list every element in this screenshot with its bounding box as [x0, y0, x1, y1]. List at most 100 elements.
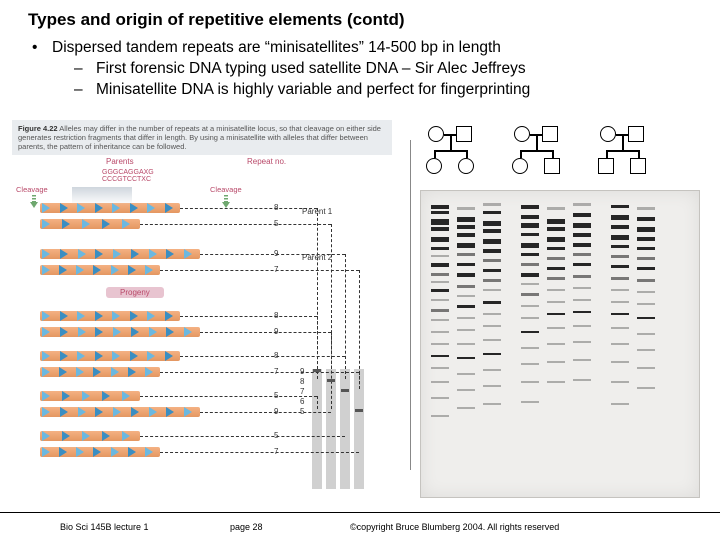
gel-band [611, 265, 629, 268]
gel-band [573, 311, 591, 313]
repeat-arrow-icon [60, 351, 68, 361]
left-figure: Figure 4.22 Alleles may differ in the nu… [12, 120, 392, 504]
gel-band [547, 313, 565, 315]
caption-label: Figure 4.22 [18, 124, 58, 133]
mini-gel-band [341, 389, 349, 392]
repeat-arrow-icon [78, 407, 86, 417]
gel-band [573, 213, 591, 217]
gel-band [573, 379, 591, 381]
repeat-arrow-icon [102, 391, 110, 401]
gel-band [521, 331, 539, 333]
repeat-arrow-icon [62, 219, 70, 229]
repeat-arrow-icon [82, 391, 90, 401]
cleavage-arrow-icon [30, 195, 38, 209]
repeat-arrow-icon [42, 203, 50, 213]
pedigree-circle [514, 126, 530, 142]
gel-band [611, 361, 629, 363]
gel-band [521, 263, 539, 266]
gel-band [483, 239, 501, 244]
gel-band [637, 317, 655, 319]
gel-band [521, 347, 539, 349]
gel-band [483, 249, 501, 253]
repeat-arrow-icon [131, 249, 139, 259]
gel-band [637, 333, 655, 335]
footer-right: ©copyright Bruce Blumberg 2004. All righ… [350, 522, 708, 532]
gel-band [611, 235, 629, 240]
connector-line [180, 208, 317, 209]
repeat-arrow-icon [122, 219, 130, 229]
ped-line [520, 150, 522, 158]
slide-title: Types and origin of repetitive elements … [0, 0, 720, 36]
gel-band [573, 203, 591, 206]
gel-band [611, 381, 629, 383]
gel-band [457, 225, 475, 229]
repeat-arrow-icon [166, 407, 174, 417]
gel-band [483, 269, 501, 272]
pedigree-circle [512, 158, 528, 174]
gel-band [521, 253, 539, 256]
repeat-arrow-icon [130, 311, 138, 321]
sub-bullet-2: Minisatellite DNA is highly variable and… [96, 80, 530, 101]
ped-line [622, 134, 624, 150]
pedigree-square [456, 126, 472, 142]
pedigree-square [544, 158, 560, 174]
gel-lane [547, 197, 565, 491]
gel-scale-num: 8 [300, 377, 304, 386]
minisatellite-diagram: Parents Repeat no. GGGCAGGAXG CCCGTCCTXC… [12, 159, 392, 489]
gel-lane [457, 197, 475, 491]
repeat-arrow-icon [122, 391, 130, 401]
repeat-arrow-icon [95, 327, 103, 337]
repeat-arrow-icon [184, 407, 192, 417]
gel-band [573, 299, 591, 301]
gel-band [573, 243, 591, 247]
repeat-arrow-icon [62, 391, 70, 401]
connector-line [345, 254, 346, 369]
gel-band [431, 309, 449, 312]
gel-band [611, 215, 629, 220]
gel-band [547, 237, 565, 242]
ped-line [466, 150, 468, 158]
connector-line [345, 356, 346, 379]
repeat-arrow-icon [78, 249, 86, 259]
repeat-arrow-icon [147, 203, 155, 213]
repeat-arrow-icon [145, 447, 153, 457]
gel-band [611, 403, 629, 405]
ped-line [536, 134, 538, 150]
pedigree-circle [600, 126, 616, 142]
footer: Bio Sci 145B lecture 1 page 28 ©copyrigh… [0, 512, 720, 540]
gel-band [611, 343, 629, 345]
ped-line [434, 150, 466, 152]
gel-band [431, 381, 449, 383]
repeat-arrow-icon [122, 431, 130, 441]
gel-band [611, 245, 629, 248]
gel-scale-num: 6 [300, 397, 304, 406]
mini-gel-band [313, 369, 321, 372]
repeat-arrow-icon [130, 351, 138, 361]
pedigree-square [628, 126, 644, 142]
gel-lane [431, 197, 449, 491]
repeat-arrow-icon [113, 249, 121, 259]
gel-band [547, 361, 565, 363]
gel-band [483, 211, 501, 214]
gel-band [457, 253, 475, 256]
gel-band [431, 319, 449, 321]
gel-band [547, 227, 565, 231]
gel-band [547, 381, 565, 383]
gel-band [483, 369, 501, 371]
gel-band [611, 205, 629, 208]
gel-band [483, 221, 501, 226]
repeat-arrow-icon [82, 219, 90, 229]
gel-lane [312, 369, 322, 489]
connector-line [331, 332, 332, 369]
gel-band [637, 227, 655, 232]
repeat-arrow-icon [42, 265, 50, 275]
mini-gel-band [355, 409, 363, 412]
repeat-arrow-icon [149, 327, 157, 337]
gel-band [637, 267, 655, 270]
repeat-arrow-icon [128, 265, 136, 275]
gel-band [611, 277, 629, 280]
gel-band [637, 207, 655, 210]
gel-band [637, 237, 655, 241]
gel-band [611, 225, 629, 229]
dash-icon: – [74, 59, 96, 80]
